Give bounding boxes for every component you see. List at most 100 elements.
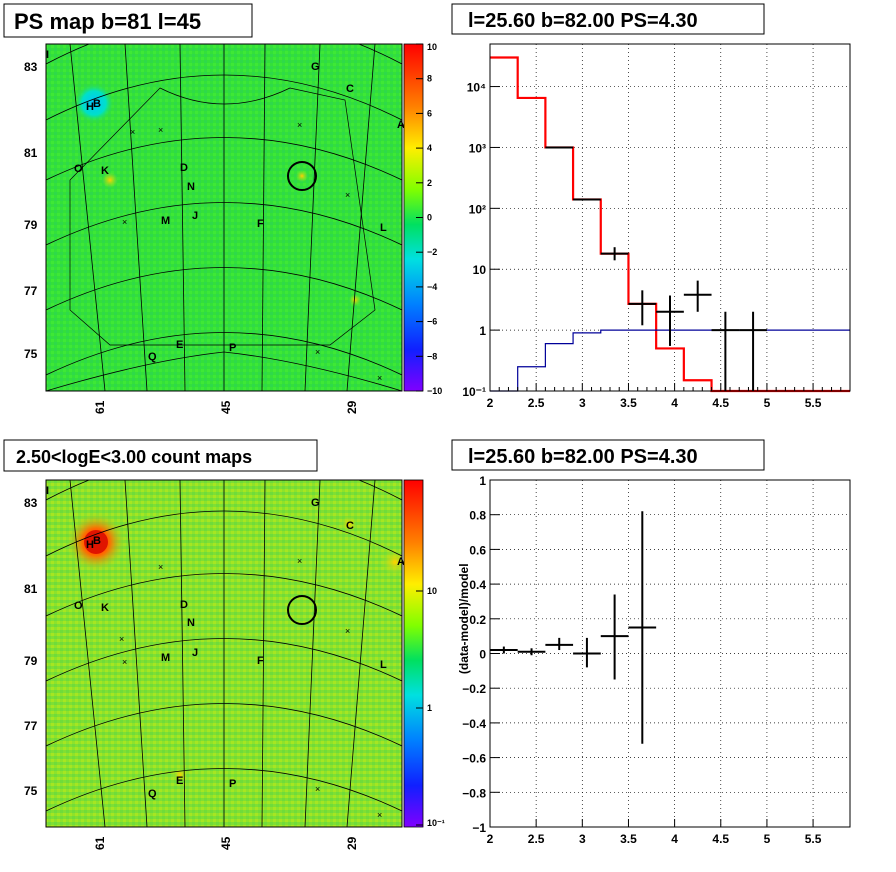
y-tick-label: 1 bbox=[479, 324, 486, 338]
x-tick-label: 4 bbox=[671, 396, 678, 410]
y-tick-label: 0.2 bbox=[469, 613, 486, 627]
x-tick-label: 4.5 bbox=[712, 832, 729, 846]
source-label: B bbox=[93, 535, 101, 547]
colorbar-tick-label: −10 bbox=[427, 386, 442, 396]
svg-text:×: × bbox=[345, 626, 350, 636]
spectrum-panel: l=25.60 b=82.00 PS=4.30 2 2.5 3 3.5 4 4.5 5 5.5… bbox=[451, 3, 851, 410]
map-bottom-source-labels: I H B G C A O K D N M J F L E P Q bbox=[46, 485, 405, 800]
colorbar-tick-label: −2 bbox=[427, 247, 437, 257]
map-bottom-colorbar-ticks: 10 1 10⁻¹ bbox=[416, 586, 445, 828]
y-tick-label: 0 bbox=[479, 648, 486, 662]
source-label: H bbox=[86, 101, 94, 113]
source-label: F bbox=[257, 655, 264, 667]
svg-text:×: × bbox=[315, 784, 320, 794]
y-tick-label: −0.8 bbox=[462, 786, 486, 800]
source-label: C bbox=[346, 83, 354, 95]
source-label: G bbox=[311, 61, 320, 73]
svg-text:×: × bbox=[315, 347, 320, 357]
x-tick-label: 2.5 bbox=[528, 396, 545, 410]
colorbar-tick-label: 10 bbox=[427, 586, 437, 596]
x-tick-label: 3.5 bbox=[620, 832, 637, 846]
x-tick-label: 29 bbox=[345, 836, 359, 850]
x-tick-label: 4 bbox=[671, 832, 678, 846]
colorbar-tick-label: 2 bbox=[427, 178, 432, 188]
y-tick-label: 10 bbox=[473, 263, 487, 277]
residual-title: l=25.60 b=82.00 PS=4.30 bbox=[468, 446, 698, 468]
y-tick-label: 75 bbox=[24, 347, 38, 361]
svg-text:×: × bbox=[130, 127, 135, 137]
x-tick-label: 61 bbox=[93, 400, 107, 414]
x-tick-label: 2 bbox=[487, 396, 494, 410]
svg-text:×: × bbox=[377, 810, 382, 820]
source-label: F bbox=[257, 218, 264, 230]
source-label: I bbox=[46, 485, 49, 497]
map-top-hotspot-h bbox=[74, 83, 114, 123]
colorbar-tick-label: −6 bbox=[427, 317, 437, 327]
x-tick-label: 45 bbox=[219, 400, 233, 414]
svg-text:×: × bbox=[122, 217, 127, 227]
svg-text:×: × bbox=[345, 190, 350, 200]
x-tick-label: 61 bbox=[93, 836, 107, 850]
source-label: D bbox=[180, 162, 188, 174]
map-bottom-x-ticks: 61 45 29 bbox=[93, 836, 359, 850]
y-tick-label: 79 bbox=[24, 654, 38, 668]
residual-panel: l=25.60 b=82.00 PS=4.30 2 2.5 3 3.5 4 4.5 5 5.5… bbox=[451, 439, 851, 846]
colorbar-tick-label: 8 bbox=[427, 74, 432, 84]
source-label: G bbox=[311, 497, 320, 509]
x-tick-label: 3.5 bbox=[620, 396, 637, 410]
source-label: P bbox=[229, 778, 236, 790]
source-label: M bbox=[161, 652, 170, 664]
map-bottom-title: 2.50<logE<3.00 count maps bbox=[16, 447, 252, 467]
svg-text:×: × bbox=[119, 634, 124, 644]
source-label: Q bbox=[148, 351, 157, 363]
source-label: O bbox=[74, 163, 83, 175]
source-label: E bbox=[176, 339, 183, 351]
source-label: I bbox=[46, 49, 49, 61]
y-tick-label: 77 bbox=[24, 284, 38, 298]
source-label: B bbox=[93, 98, 101, 110]
map-bottom-panel: 2.50<logE<3.00 count maps bbox=[3, 439, 445, 850]
x-tick-label: 5.5 bbox=[805, 396, 822, 410]
source-label: J bbox=[192, 647, 198, 659]
source-label: Q bbox=[148, 788, 157, 800]
map-bottom-grid bbox=[46, 480, 402, 827]
colorbar-tick-label: 6 bbox=[427, 108, 432, 118]
y-tick-label: −0.2 bbox=[462, 682, 486, 696]
y-tick-label: 10² bbox=[469, 202, 486, 216]
source-label: C bbox=[346, 520, 354, 532]
source-label: A bbox=[397, 119, 405, 131]
spectrum-title: l=25.60 b=82.00 PS=4.30 bbox=[468, 10, 698, 32]
map-top-source-labels: I H B G C A O K D N M J F L E P Q bbox=[46, 49, 405, 363]
map-bottom-target-circle bbox=[287, 595, 317, 625]
colorbar-tick-label: 10⁻¹ bbox=[427, 818, 445, 828]
x-tick-label: 5 bbox=[764, 832, 771, 846]
map-top-target-circle bbox=[287, 161, 317, 191]
y-tick-label: 10⁻¹ bbox=[462, 385, 486, 399]
map-top-x-ticks: 61 45 29 bbox=[93, 400, 359, 414]
y-axis-label: (data-model)/model bbox=[457, 563, 471, 674]
x-tick-label: 5 bbox=[764, 396, 771, 410]
x-tick-label: 3 bbox=[579, 832, 586, 846]
source-label: A bbox=[397, 556, 405, 568]
svg-text:×: × bbox=[377, 373, 382, 383]
svg-text:×: × bbox=[122, 657, 127, 667]
x-tick-label: 5.5 bbox=[805, 832, 822, 846]
colorbar-tick-label: 0 bbox=[427, 213, 432, 223]
map-top-y-ticks: 83 81 79 77 75 bbox=[24, 60, 38, 361]
y-tick-label: 0.4 bbox=[469, 578, 486, 592]
plot-frame bbox=[489, 43, 851, 392]
map-bottom-colorbar bbox=[403, 479, 424, 828]
y-tick-label: 75 bbox=[24, 784, 38, 798]
y-tick-label: −0.4 bbox=[462, 717, 486, 731]
map-top-panel: PS map b=81 l=45 bbox=[3, 3, 442, 414]
y-tick-label: 0.6 bbox=[469, 543, 486, 557]
svg-text:×: × bbox=[297, 120, 302, 130]
y-tick-label: 81 bbox=[24, 582, 38, 596]
colorbar-tick-label: 10 bbox=[427, 42, 437, 52]
y-tick-label: 77 bbox=[24, 719, 38, 733]
source-label: H bbox=[86, 539, 94, 551]
colorbar-tick-label: −4 bbox=[427, 282, 437, 292]
y-tick-label: 81 bbox=[24, 146, 38, 160]
y-tick-label: 83 bbox=[24, 496, 38, 510]
